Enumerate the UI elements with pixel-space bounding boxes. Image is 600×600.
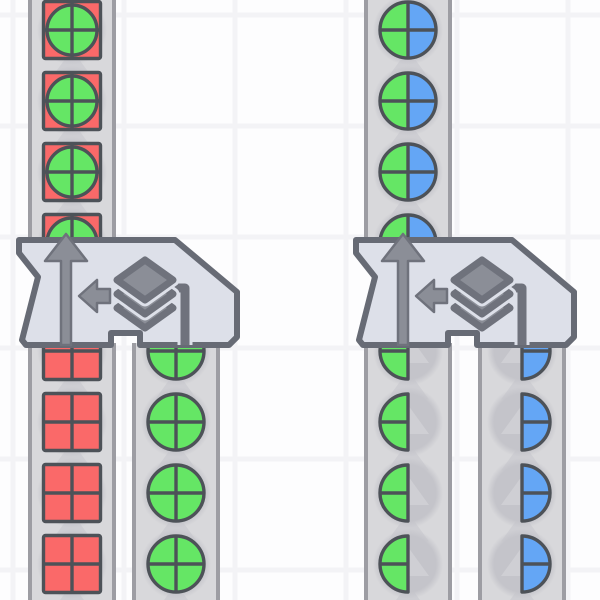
- belt-item: [373, 387, 443, 457]
- shape-item-graphic: [146, 534, 206, 594]
- shape-item-graphic: [378, 392, 410, 452]
- stack-layers-icon: [450, 256, 514, 304]
- belt-edge-right: [448, 343, 452, 600]
- belt-item: [141, 387, 211, 457]
- conveyor-belt-left-input-east[interactable]: [132, 316, 220, 600]
- shape-item-graphic: [41, 70, 103, 132]
- shape-item-graphic: [378, 0, 438, 60]
- belt-item: [37, 529, 107, 599]
- stacker-left[interactable]: [16, 232, 240, 348]
- shape-item-graphic: [520, 392, 552, 452]
- stacker-right[interactable]: [353, 232, 577, 348]
- belt-item: [373, 529, 443, 599]
- conveyor-belt-left-input-west[interactable]: [28, 316, 116, 600]
- shape-item-graphic: [41, 533, 103, 595]
- belt-item: [373, 0, 443, 65]
- shape-item-graphic: [378, 71, 438, 131]
- belt-item: [37, 387, 107, 457]
- belt-edge-left: [364, 343, 368, 600]
- belt-item: [37, 458, 107, 528]
- belt-edge-right: [112, 343, 116, 600]
- shape-item-graphic: [41, 141, 103, 203]
- shape-item-graphic: [41, 0, 103, 61]
- output-arrow-icon: [380, 232, 426, 347]
- belt-item: [37, 137, 107, 207]
- shape-item-graphic: [378, 534, 410, 594]
- belt-edge-left: [28, 343, 32, 600]
- shape-item-graphic: [146, 463, 206, 523]
- shape-item-graphic: [520, 463, 552, 523]
- belt-edge-right: [562, 343, 566, 600]
- output-arrow-icon: [43, 232, 89, 347]
- shape-item-graphic: [41, 391, 103, 453]
- belt-item: [373, 458, 443, 528]
- belt-item: [373, 137, 443, 207]
- belt-item: [37, 0, 107, 65]
- conveyor-belt-left-output[interactable]: [28, 0, 116, 292]
- belt-edge-left: [28, 0, 32, 244]
- conveyor-belt-right-input-east[interactable]: [478, 316, 566, 600]
- shape-item-graphic: [520, 534, 552, 594]
- belt-edge-left: [364, 0, 368, 244]
- belt-item: [37, 66, 107, 136]
- belt-edge-right: [216, 343, 220, 600]
- belt-item: [141, 458, 211, 528]
- belt-edge-right: [112, 0, 116, 244]
- input-left-arrow-icon: [414, 278, 449, 314]
- stack-layers-icon: [113, 256, 177, 304]
- belt-item: [487, 529, 557, 599]
- belt-edge-left: [132, 343, 136, 600]
- belt-edge-right: [448, 0, 452, 244]
- shape-item-graphic: [41, 462, 103, 524]
- shape-item-graphic: [378, 463, 410, 523]
- belt-item: [373, 66, 443, 136]
- belt-item: [487, 387, 557, 457]
- conveyor-belt-right-input-west[interactable]: [364, 316, 452, 600]
- belt-edge-left: [478, 343, 482, 600]
- shape-item-graphic: [146, 392, 206, 452]
- belt-item: [487, 458, 557, 528]
- input-left-arrow-icon: [77, 278, 112, 314]
- shape-item-graphic: [378, 142, 438, 202]
- belt-item: [141, 529, 211, 599]
